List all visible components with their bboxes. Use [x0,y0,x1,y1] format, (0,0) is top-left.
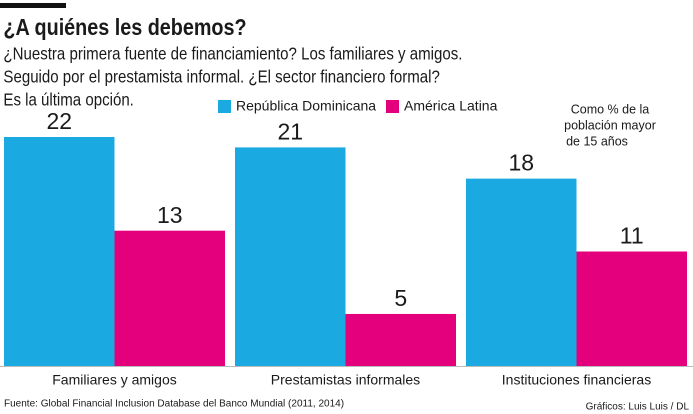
bar [345,313,456,366]
source: Fuente: Global Financial Inclusion Datab… [4,399,344,410]
legend-swatch [386,100,399,113]
value-label: 18 [508,150,534,176]
value-label: 22 [46,108,72,134]
bar [576,251,687,366]
value-label: 5 [394,285,407,311]
chart-title: ¿A quiénes les debemos? [3,15,246,41]
note-line: de 15 años [566,134,628,148]
legend-label: América Latina [404,98,498,114]
value-label: 13 [157,202,183,228]
subtitle-line: Seguido por el prestamista informal. ¿El… [3,68,439,87]
note-line: población mayor [564,118,656,132]
subtitle-line: Es la última opción. [3,91,133,110]
title-rule [0,3,66,8]
value-label: 11 [620,223,644,249]
bar [466,178,577,366]
x-tick-label: Prestamistas informales [271,372,420,388]
x-tick-label: Instituciones financieras [502,372,651,388]
value-label: 21 [277,118,303,144]
legend-swatch [218,100,231,113]
credit: Gráficos: Luis Luis / DL [586,402,690,413]
bar [4,137,115,366]
legend-label: República Dominicana [236,98,376,114]
bar [235,147,346,366]
subtitle-line: ¿Nuestra primera fuente de financiamient… [3,45,462,64]
note-line: Como % de la [571,102,650,116]
x-tick-label: Familiares y amigos [52,372,176,388]
bar [114,230,225,366]
